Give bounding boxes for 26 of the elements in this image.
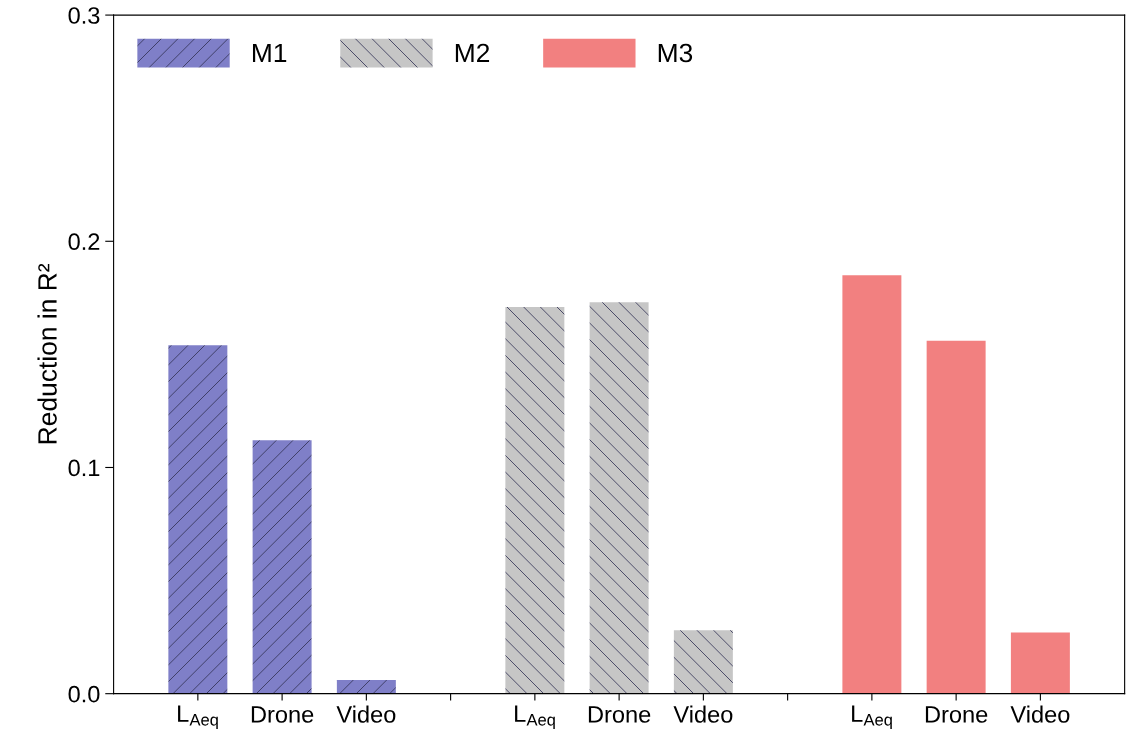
x-tick-label: Drone bbox=[588, 706, 651, 723]
x-tick-label: L$_{Aeq}$ bbox=[852, 705, 892, 729]
legend-label: M2 bbox=[455, 43, 490, 63]
x-tick-label: Video bbox=[336, 705, 396, 723]
x-tick-label: L$_{Aeq}$ bbox=[515, 705, 555, 729]
bar bbox=[926, 340, 986, 694]
y-axis-title: Reduction in R² bbox=[37, 263, 57, 444]
x-tick-label: Video bbox=[1010, 705, 1070, 723]
bar bbox=[168, 345, 228, 694]
bar bbox=[842, 275, 902, 694]
y-tick-label: 0.3 bbox=[68, 7, 100, 24]
legend-label: M1 bbox=[252, 43, 287, 63]
bar bbox=[1010, 632, 1070, 694]
bar bbox=[252, 440, 312, 694]
x-tick-label: L$_{Aeq}$ bbox=[178, 705, 218, 729]
y-tick-label: 0.2 bbox=[68, 233, 100, 251]
x-tick-label: Drone bbox=[251, 706, 314, 723]
bar bbox=[505, 306, 565, 694]
x-tick-label: Drone bbox=[925, 706, 988, 723]
bar bbox=[336, 680, 396, 694]
y-tick-label: 0.1 bbox=[68, 459, 100, 477]
legend-label: M3 bbox=[658, 43, 693, 63]
bar bbox=[589, 302, 649, 694]
bar bbox=[673, 630, 733, 694]
x-tick-label: Video bbox=[673, 705, 733, 723]
y-tick-label: 0.0 bbox=[68, 685, 100, 703]
